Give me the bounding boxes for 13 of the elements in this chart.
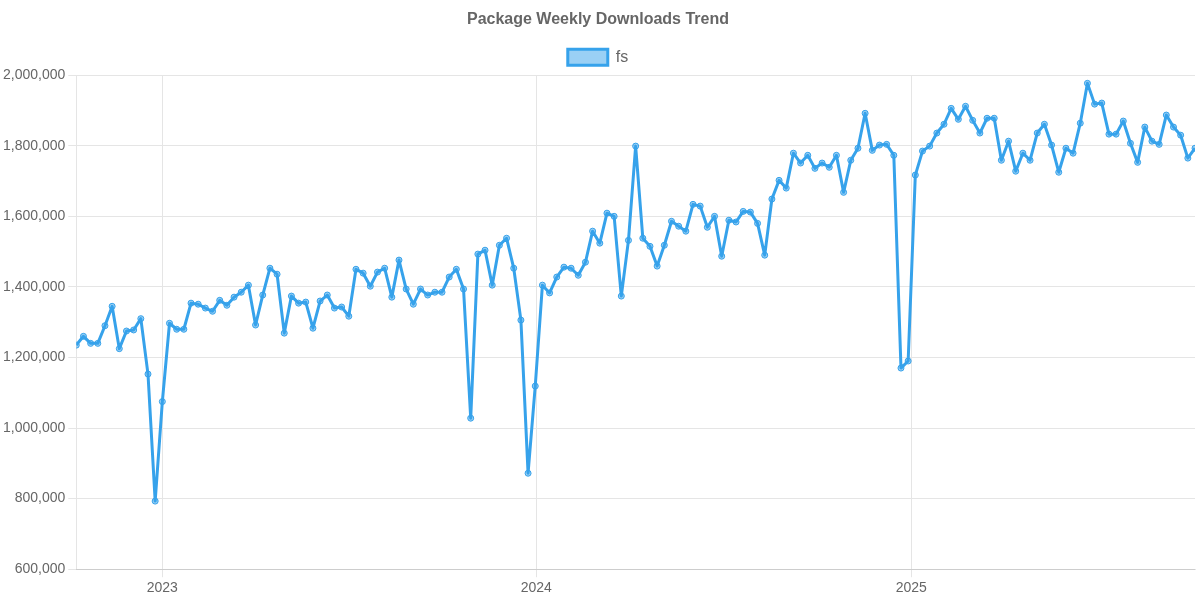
y-tick-label: 1,600,000 xyxy=(2,207,66,224)
x-tick-label: 2023 xyxy=(146,579,179,596)
y-tick-label: 800,000 xyxy=(14,489,66,506)
y-tick-label: 1,000,000 xyxy=(2,418,66,435)
legend-label: fs xyxy=(615,47,629,65)
chart-title: Package Weekly Downloads Trend xyxy=(466,10,730,28)
y-tick-label: 600,000 xyxy=(14,560,66,577)
y-tick-label: 1,400,000 xyxy=(2,277,66,294)
y-tick-label: 2,000,000 xyxy=(2,66,66,83)
y-tick-label: 1,200,000 xyxy=(2,348,66,365)
x-tick-label: 2025 xyxy=(895,579,927,596)
y-tick-label: 1,800,000 xyxy=(2,136,66,153)
x-tick-label: 2024 xyxy=(520,579,553,596)
